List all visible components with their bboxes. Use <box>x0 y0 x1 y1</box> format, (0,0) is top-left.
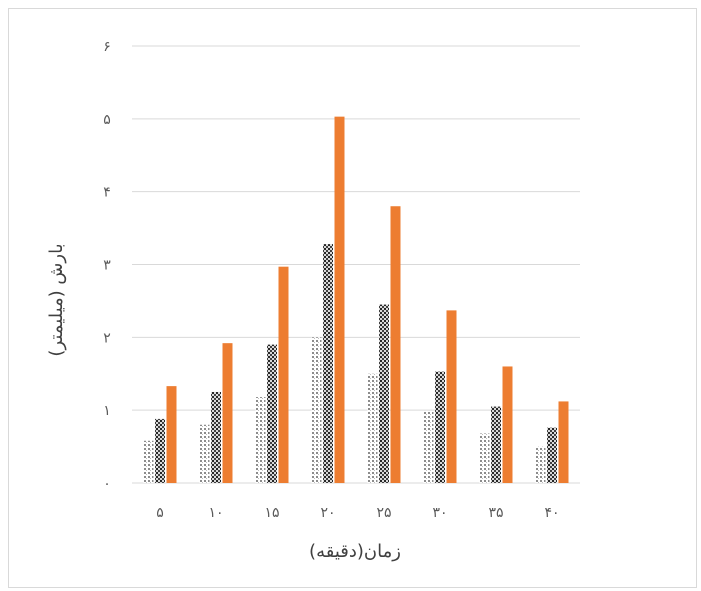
bar-series-3 <box>222 343 233 483</box>
y-axis-title: بارش (میلیمتر) <box>46 243 67 356</box>
x-tick-label: ۳۰ <box>432 505 447 521</box>
y-tick-label: ۱ <box>103 403 111 419</box>
bar-series-1 <box>143 440 154 483</box>
x-tick-label: ۲۵ <box>376 505 391 521</box>
bar-series-2 <box>211 391 221 483</box>
bar-series-1 <box>311 337 322 483</box>
x-tick-label: ۳۵ <box>488 505 503 521</box>
bar-series-3 <box>334 116 345 484</box>
x-tick-label: ۲۰ <box>320 505 335 521</box>
bar-series-1 <box>479 433 490 483</box>
chart-frame <box>8 8 697 588</box>
bar-series-1 <box>255 397 266 483</box>
y-tick-label: ۴ <box>103 185 111 201</box>
bar-series-1 <box>535 446 546 483</box>
y-tick-label: ۳ <box>103 258 111 274</box>
bar-series-2 <box>267 344 277 483</box>
bar-series-2 <box>323 244 333 483</box>
bar-series-3 <box>278 266 289 483</box>
bar-series-3 <box>166 386 177 483</box>
x-tick-labels: ۵ ۱۰ ۱۵ ۲۰ ۲۵ ۳۰ ۳۵ ۴۰ <box>156 505 559 521</box>
bar-series-2 <box>155 418 165 483</box>
bar-series-1 <box>367 373 378 483</box>
x-tick-label: ۵ <box>156 505 164 521</box>
bars <box>143 116 569 484</box>
y-tick-label: ۵ <box>103 112 111 128</box>
bar-series-1 <box>199 424 210 483</box>
bar-series-2 <box>435 371 445 483</box>
bar-series-3 <box>502 366 513 483</box>
y-tick-label: ۲ <box>103 330 111 346</box>
bar-series-3 <box>390 206 401 483</box>
x-axis-title: زمان(دقیقه) <box>309 541 401 562</box>
bar-series-2 <box>491 406 501 483</box>
y-tick-labels: ۰ ۱ ۲ ۳ ۴ ۵ ۶ <box>103 39 111 492</box>
x-tick-label: ۴۰ <box>544 505 559 521</box>
x-tick-label: ۱۵ <box>264 505 279 521</box>
gridlines <box>132 45 580 484</box>
x-tick-label: ۱۰ <box>208 505 223 521</box>
y-tick-label: ۶ <box>103 39 111 55</box>
bar-series-1 <box>423 411 434 483</box>
bar-series-2 <box>379 304 389 483</box>
bar-series-3 <box>558 401 569 483</box>
bar-series-3 <box>446 310 457 483</box>
y-tick-label: ۰ <box>103 476 111 492</box>
bar-series-2 <box>547 427 557 483</box>
